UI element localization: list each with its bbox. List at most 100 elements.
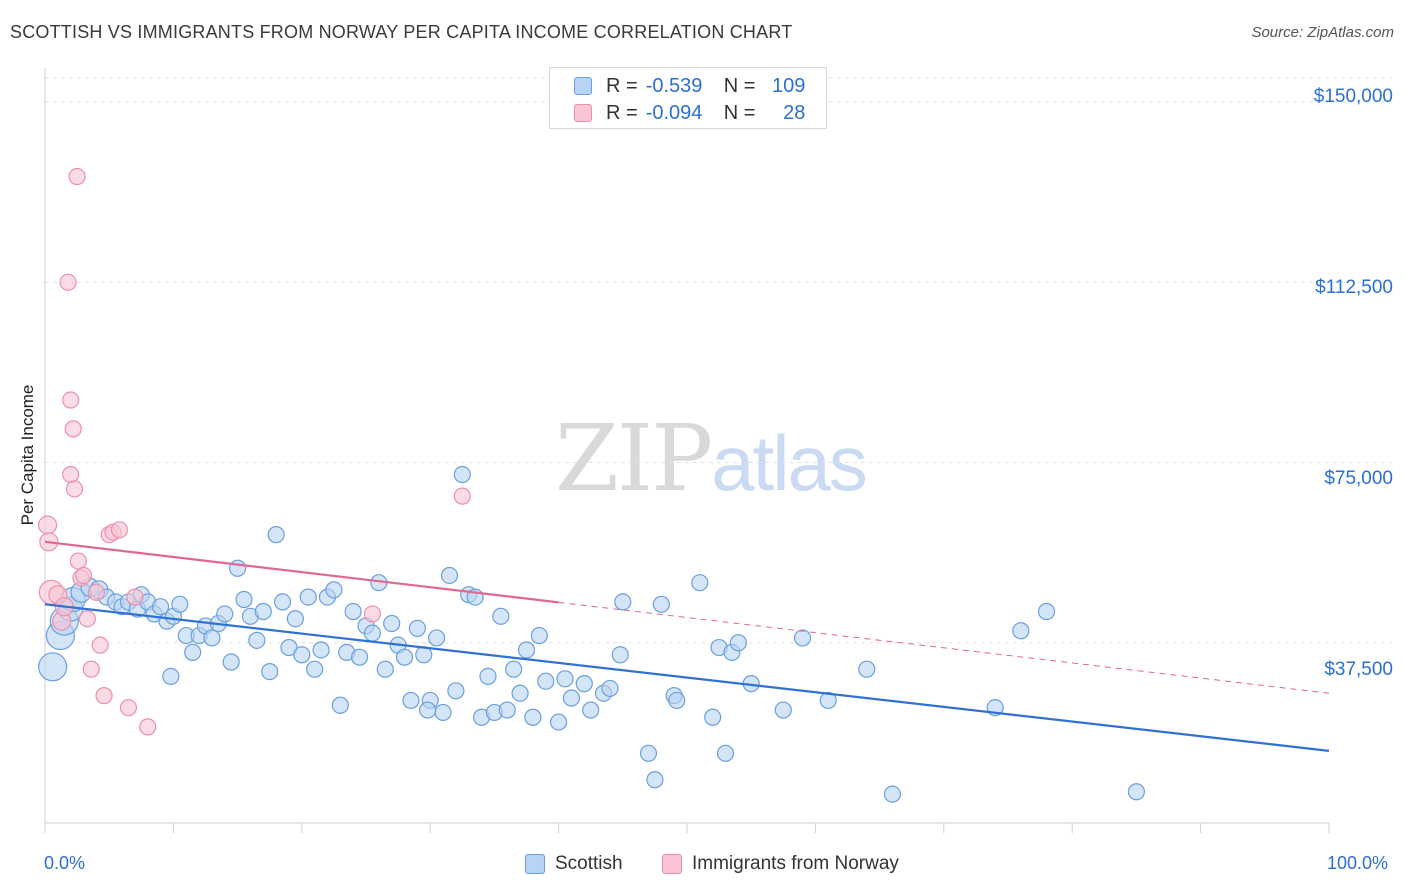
source-credit: Source: ZipAtlas.com [1251, 24, 1394, 41]
scottish-point-99 [819, 691, 837, 710]
scottish-trend-line [44, 603, 1330, 752]
scottish-point-78 [556, 670, 574, 688]
stats-legend: R = -0.539 N = 109 R = -0.094 N = 28 [549, 67, 827, 129]
r-label: R = [606, 74, 638, 97]
n-label: N = [723, 101, 756, 124]
scottish-point-46 [344, 602, 362, 621]
scottish-point-71 [505, 660, 523, 678]
scottish-point-63 [453, 465, 471, 484]
scottish-point-101 [883, 785, 902, 803]
scottish-point-106 [419, 701, 437, 719]
scottish-point-89 [668, 691, 686, 710]
scottish-point-77 [549, 713, 568, 731]
scottish-point-28 [229, 559, 247, 577]
scottish-point-104 [1037, 602, 1056, 621]
scottish-point-72 [511, 684, 529, 702]
norway-point-16 [87, 583, 105, 601]
r-value: -0.094 [645, 101, 703, 124]
series-legend: Scottish Immigrants from Norway [0, 853, 1406, 877]
norway-trend-line [44, 540, 559, 604]
scottish-point-29 [235, 590, 253, 609]
scottish-point-73 [517, 641, 536, 659]
y-tick-label-37500: $37,500 [1324, 659, 1393, 680]
norway-point-9 [62, 465, 80, 484]
norway-point-6 [59, 273, 77, 291]
norway-point-22 [119, 699, 138, 717]
stats-legend-row-norway: R = -0.094 N = 28 [574, 101, 805, 125]
legend-item-norway: Immigrants from Norway [662, 853, 899, 875]
scottish-point-80 [575, 675, 593, 693]
norway-point-15 [82, 660, 100, 678]
scottish-point-35 [273, 593, 292, 611]
norway-point-10 [65, 480, 84, 498]
watermark-zip: ZIP [555, 405, 713, 512]
norway-point-8 [64, 420, 82, 438]
scottish-point-98 [793, 629, 812, 647]
legend-swatch-scottish [525, 854, 545, 874]
scottish-point-21 [184, 643, 202, 661]
norway-point-11 [69, 552, 87, 570]
scottish-point-70 [498, 701, 516, 719]
scottish-point-67 [479, 667, 497, 686]
legend-item-scottish: Scottish [525, 853, 623, 875]
scottish-point-41 [312, 641, 330, 659]
norway-point-27 [68, 167, 86, 186]
norway-swatch [574, 104, 592, 122]
scottish-point-86 [646, 771, 664, 789]
watermark: ZIPatlas [555, 405, 868, 512]
scottish-point-85 [639, 744, 658, 762]
scottish-point-49 [363, 624, 382, 642]
scottish-point-27 [222, 653, 240, 671]
x-tick-label-max: 100.0% [1327, 853, 1389, 873]
scottish-point-62 [447, 682, 465, 700]
scottish-point-61 [440, 566, 459, 585]
legend-label-norway: Immigrants from Norway [692, 853, 899, 874]
scottish-point-32 [254, 602, 272, 621]
scottish-point-74 [524, 708, 542, 726]
scottish-point-38 [293, 646, 311, 664]
y-tick-label-112500: $112,500 [1315, 277, 1393, 298]
legend-swatch-norway [662, 854, 682, 874]
n-label: N = [723, 74, 756, 97]
scottish-point-33 [261, 662, 279, 681]
scottish-point-100 [858, 660, 876, 678]
scottish-point-105 [1127, 783, 1146, 801]
scottish-point-54 [395, 648, 414, 666]
n-value: 28 [783, 101, 806, 124]
scottish-point-69 [492, 607, 510, 625]
scottish-point-37 [286, 610, 304, 628]
scottish-point-75 [530, 626, 548, 645]
scottish-point-26 [216, 605, 234, 623]
scottish-point-87 [652, 595, 670, 613]
scottish-point-47 [350, 648, 369, 666]
norway-point-18 [95, 687, 113, 705]
scottish-point-43 [325, 581, 343, 599]
scottish-point-19 [171, 595, 189, 613]
scottish-point-97 [774, 701, 792, 719]
norway-point-25 [363, 605, 382, 623]
scottish-point-108 [162, 667, 180, 686]
stats-legend-row-scottish: R = -0.539 N = 109 [574, 74, 805, 98]
scottish-point-24 [203, 629, 221, 647]
norway-point-7 [62, 391, 80, 409]
scottish-point-107 [611, 646, 629, 664]
scottish-point-36 [280, 638, 298, 657]
scottish-point-95 [729, 634, 747, 652]
scottish-point-44 [331, 696, 349, 714]
r-label: R = [606, 101, 638, 124]
norway-trend-line-extension [558, 601, 1330, 694]
n-value: 109 [772, 74, 806, 97]
scottish-point-40 [306, 660, 324, 678]
chart-title: SCOTTISH VS IMMIGRANTS FROM NORWAY PER C… [10, 22, 793, 42]
norway-point-13 [74, 566, 93, 585]
norway-point-24 [139, 718, 157, 736]
scottish-point-52 [383, 614, 401, 633]
norway-point-14 [78, 610, 96, 628]
scottish-point-90 [691, 574, 709, 592]
scottish-point-83 [601, 679, 619, 698]
scottish-point-60 [434, 703, 452, 722]
scottish-point-93 [716, 744, 735, 762]
scottish-swatch [574, 77, 592, 95]
scottish-point-103 [1012, 622, 1030, 640]
